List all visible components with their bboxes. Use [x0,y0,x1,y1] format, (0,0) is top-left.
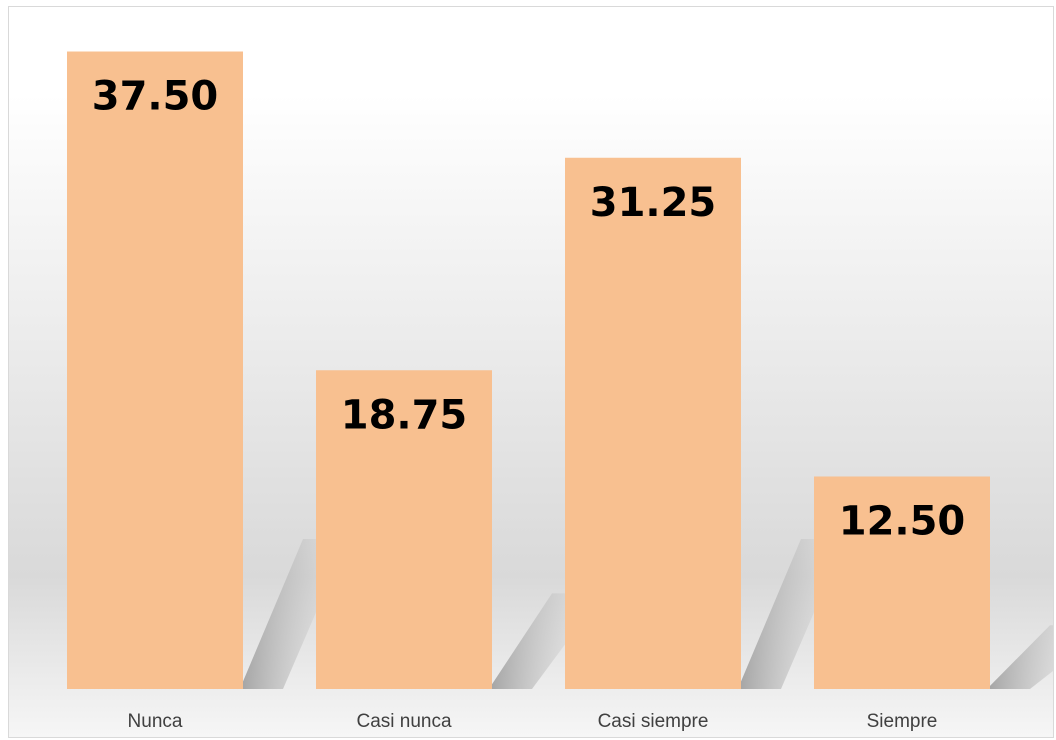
chart-area: 37.50 18.75 31.25 12.50 Nunca Casi nunca Casi… [8,6,1054,738]
data-label-2: 18.75 [341,392,468,438]
category-label-2: Casi nunca [356,711,451,732]
bar-4 [814,476,990,689]
bar-shadow-4 [990,625,1053,689]
category-label-4: Siempre [867,711,938,732]
bar-2 [316,370,492,689]
bar-chart: 37.50 18.75 31.25 12.50 Nunca Casi nunca Casi… [67,51,1053,732]
bar-shadow-3 [741,539,837,689]
data-label-1: 37.50 [92,74,219,120]
data-label-4: 12.50 [839,499,966,545]
bar-shadow-2 [492,593,588,689]
bar-3 [565,157,741,689]
category-label-1: Nunca [128,711,183,732]
data-label-3: 31.25 [590,180,717,226]
bar-1 [67,51,243,689]
category-label-3: Casi siempre [598,711,709,732]
bar-shadow-1 [243,539,339,689]
